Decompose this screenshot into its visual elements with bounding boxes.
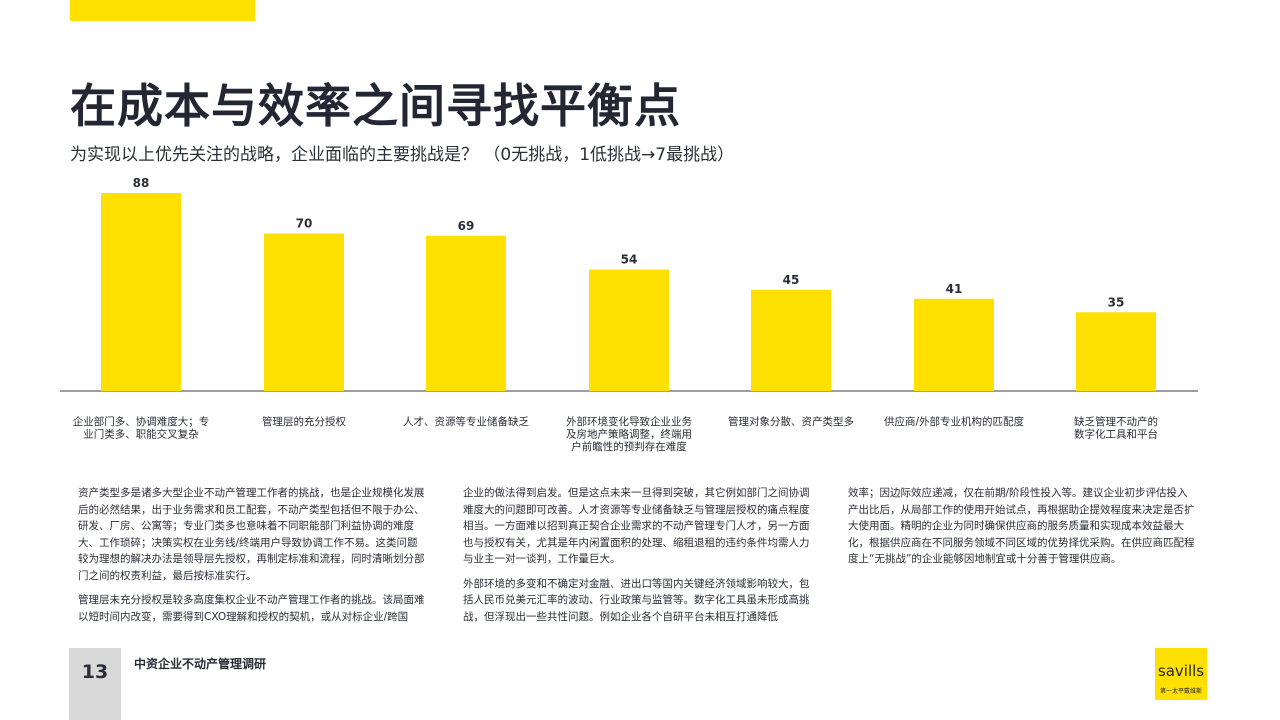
- bar: [101, 193, 181, 391]
- page-number-box: 13: [69, 648, 121, 720]
- bar: [1076, 312, 1156, 391]
- body-paragraph: 效率；因边际效应递减，仅在前期/阶段性投入等。建议企业初步评估投入产出比后，从局…: [848, 487, 1195, 565]
- category-label: 管理层的充分授权: [262, 415, 346, 428]
- bar: [426, 235, 506, 391]
- bar-chart: 88 企业部门多、协调难度大；专业门类多、职能交叉复杂 70 管理层的充分授权 69 人才…: [60, 176, 1198, 453]
- category-label: 管理对象分散、资产类型多: [728, 415, 854, 428]
- bar: [589, 269, 669, 391]
- bar-value-label: 35: [1108, 295, 1125, 309]
- bar-value-label: 45: [783, 273, 800, 287]
- page-number: 13: [81, 661, 109, 683]
- category-label: 企业部门多、协调难度大；专业门类多、职能交叉复杂: [73, 415, 210, 441]
- category-label: 供应商/外部专业机构的匹配度: [884, 415, 1025, 428]
- page-title: 在成本与效率之间寻找平衡点: [70, 79, 681, 133]
- category-label-line: 管理层的充分授权: [262, 415, 346, 428]
- bar-value-label: 41: [946, 282, 963, 296]
- category-label-line: 数字化工具和平台: [1074, 428, 1158, 441]
- bar: [751, 289, 831, 391]
- category-label-line: 业门类多、职能交叉复杂: [83, 428, 199, 441]
- body-paragraph: 外部环境的多变和不确定对金融、进出口等国内关键经济领域影响较大，包括人民币兑美元…: [463, 577, 810, 623]
- bar: [264, 233, 344, 391]
- body-paragraph: 资产类型多是诸多大型企业不动产管理工作者的挑战，也是企业规模化发展后的必然结果，…: [78, 487, 425, 582]
- bar-value-label: 88: [133, 176, 150, 190]
- category-label-line: 供应商/外部专业机构的匹配度: [884, 415, 1025, 428]
- body-paragraph: 管理层未充分授权是较多高度集权企业不动产管理工作者的挑战。该局面难以短时间内改变…: [78, 594, 425, 623]
- category-label: 缺乏管理不动产的数字化工具和平台: [1074, 415, 1158, 441]
- category-label-line: 户前瞻性的预判存在难度: [571, 440, 687, 453]
- bar: [914, 298, 994, 391]
- body-paragraph: 企业的做法得到启发。但是这点未来一旦得到突破，其它例如部门之间协调难度大的问题即…: [463, 487, 810, 565]
- category-label-line: 外部环境变化导致企业业务: [566, 415, 692, 428]
- body-text-column-2: 企业的做法得到启发。但是这点未来一旦得到突破，其它例如部门之间协调难度大的问题即…: [463, 485, 813, 633]
- category-label: 外部环境变化导致企业业务及房地产策略调整，终端用户前瞻性的预判存在难度: [566, 415, 692, 453]
- chart-subtitle: 为实现以上优先关注的战略，企业面临的主要挑战是？ （0无挑战，1低挑战→7最挑战…: [70, 145, 735, 165]
- body-text-column-1: 资产类型多是诸多大型企业不动产管理工作者的挑战，也是企业规模化发展后的必然结果，…: [78, 485, 428, 633]
- logo-text: savills: [1157, 662, 1205, 680]
- bar-value-label: 54: [621, 253, 638, 267]
- category-label-line: 人才、资源等专业储备缺乏: [403, 415, 529, 428]
- savills-logo: savills 第一太平戴维斯: [1155, 648, 1207, 700]
- category-label-line: 缺乏管理不动产的: [1074, 415, 1158, 428]
- bar-value-label: 70: [296, 217, 313, 231]
- footer-label: 中资企业不动产管理调研: [134, 657, 267, 671]
- category-label-line: 企业部门多、协调难度大；专: [73, 415, 210, 428]
- accent-bar: [70, 0, 255, 21]
- body-text-column-3: 效率；因边际效应递减，仅在前期/阶段性投入等。建议企业初步评估投入产出比后，从局…: [848, 485, 1198, 576]
- category-label-line: 及房地产策略调整，终端用: [566, 428, 692, 441]
- category-label: 人才、资源等专业储备缺乏: [403, 415, 529, 428]
- bar-value-label: 69: [458, 219, 475, 233]
- logo-subtext: 第一太平戴维斯: [1159, 688, 1202, 695]
- category-label-line: 管理对象分散、资产类型多: [728, 415, 854, 428]
